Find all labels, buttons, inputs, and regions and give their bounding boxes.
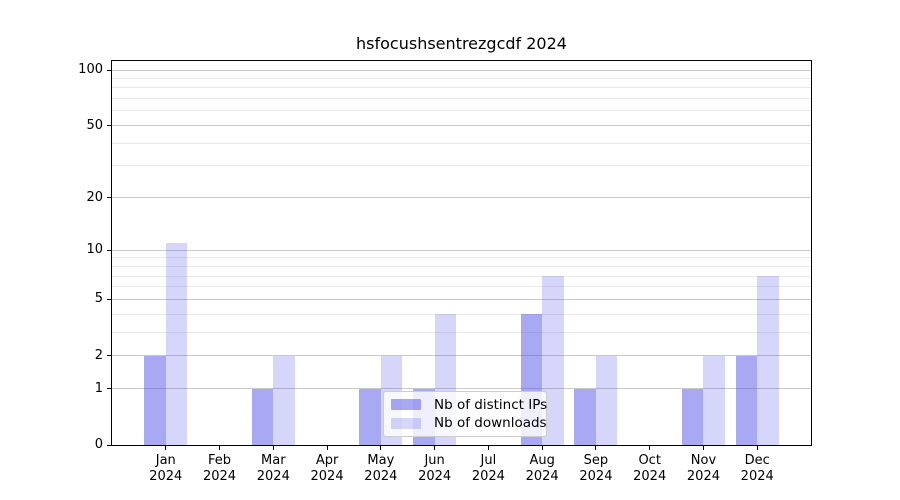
bar-distinct-ips	[251, 388, 274, 445]
gridline-minor	[112, 110, 811, 112]
legend-label-downloads: Nb of downloads	[434, 415, 547, 432]
x-axis-tick	[219, 446, 221, 450]
x-axis-tick-label: Dec 2024	[740, 453, 774, 484]
gridline-major	[112, 249, 811, 251]
x-axis-tick	[702, 446, 704, 450]
bar-distinct-ips	[735, 355, 758, 445]
y-axis-tick-label: 50	[86, 117, 103, 133]
y-axis-tick	[107, 197, 111, 199]
bar-distinct-ips	[574, 388, 596, 445]
gridline-minor	[112, 142, 811, 144]
y-axis-tick-label: 1	[94, 380, 103, 396]
bar-distinct-ips	[681, 388, 704, 445]
gridline-minor	[112, 77, 811, 79]
y-axis-tick-label: 100	[78, 62, 103, 77]
x-axis-tick-label: Oct 2024	[633, 453, 667, 484]
gridline-minor	[112, 331, 811, 333]
x-axis-tick-label: Mar 2024	[256, 453, 290, 484]
x-axis-tick	[434, 446, 436, 450]
x-axis-tick-label: May 2024	[364, 453, 398, 484]
gridline-major	[112, 298, 811, 300]
legend-item-downloads: Nb of downloads	[391, 415, 547, 432]
x-axis-tick-label: Jan 2024	[149, 453, 183, 484]
x-axis-tick	[326, 446, 328, 450]
gridline-minor	[112, 98, 811, 100]
y-axis-tick-label: 20	[86, 189, 103, 205]
legend-swatch-downloads	[391, 417, 421, 429]
gridline-major	[112, 355, 811, 357]
x-axis-tick-label: Feb 2024	[202, 453, 237, 484]
bar-downloads	[703, 355, 725, 445]
y-axis-tick	[107, 125, 111, 127]
gridline-minor	[112, 257, 811, 259]
gridline-minor	[112, 275, 811, 277]
bar-downloads	[595, 355, 618, 445]
y-axis-tick	[107, 444, 111, 446]
y-axis-tick	[107, 355, 111, 357]
gridline-minor	[112, 286, 811, 288]
x-axis-tick	[272, 446, 274, 450]
gridline-major	[112, 125, 811, 127]
x-axis-tick	[756, 446, 758, 450]
y-axis-tick	[107, 298, 111, 300]
gridline-major	[112, 69, 811, 71]
x-axis-tick-label: Aug 2024	[525, 453, 559, 484]
x-axis-tick	[595, 446, 597, 450]
gridline-minor	[112, 313, 811, 315]
y-axis-tick	[107, 69, 111, 71]
x-axis-tick-label: Jul 2024	[471, 453, 505, 484]
chart-title: hsfocushsentrezgcdf 2024	[356, 34, 567, 53]
y-axis-tick-label: 10	[86, 242, 103, 258]
x-axis-tick-label: Jun 2024	[418, 453, 452, 484]
gridline-minor	[112, 265, 811, 267]
y-axis-tick-label: 5	[94, 291, 103, 307]
x-axis-tick	[165, 446, 167, 450]
x-axis-tick-label: Nov 2024	[686, 453, 720, 484]
bar-distinct-ips	[359, 388, 381, 445]
bar-downloads	[273, 355, 295, 445]
y-axis-tick	[107, 249, 111, 251]
bar-downloads	[165, 243, 188, 445]
y-axis-tick-label: 0	[94, 437, 103, 452]
bar-downloads	[542, 276, 564, 445]
axes-box	[111, 60, 812, 446]
x-axis-tick	[541, 446, 543, 450]
legend-label-distinct-ips: Nb of distinct IPs	[434, 396, 548, 413]
gridline-minor	[112, 165, 811, 167]
x-axis-tick	[649, 446, 651, 450]
legend-swatch-distinct-ips	[391, 399, 421, 411]
x-axis-tick-label: Apr 2024	[310, 453, 344, 484]
y-axis-tick	[107, 388, 111, 390]
x-axis-tick	[487, 446, 489, 450]
bar-downloads	[757, 276, 779, 445]
gridline-major	[112, 388, 811, 390]
x-axis-tick	[380, 446, 382, 450]
legend: Nb of distinct IPs Nb of downloads	[383, 391, 547, 437]
gridline-minor	[112, 87, 811, 89]
bar-distinct-ips	[144, 355, 166, 445]
gridline-major	[112, 197, 811, 199]
y-axis-tick-label: 2	[94, 347, 103, 363]
legend-item-distinct-ips: Nb of distinct IPs	[391, 396, 548, 413]
x-axis-tick-label: Sep 2024	[579, 453, 613, 484]
